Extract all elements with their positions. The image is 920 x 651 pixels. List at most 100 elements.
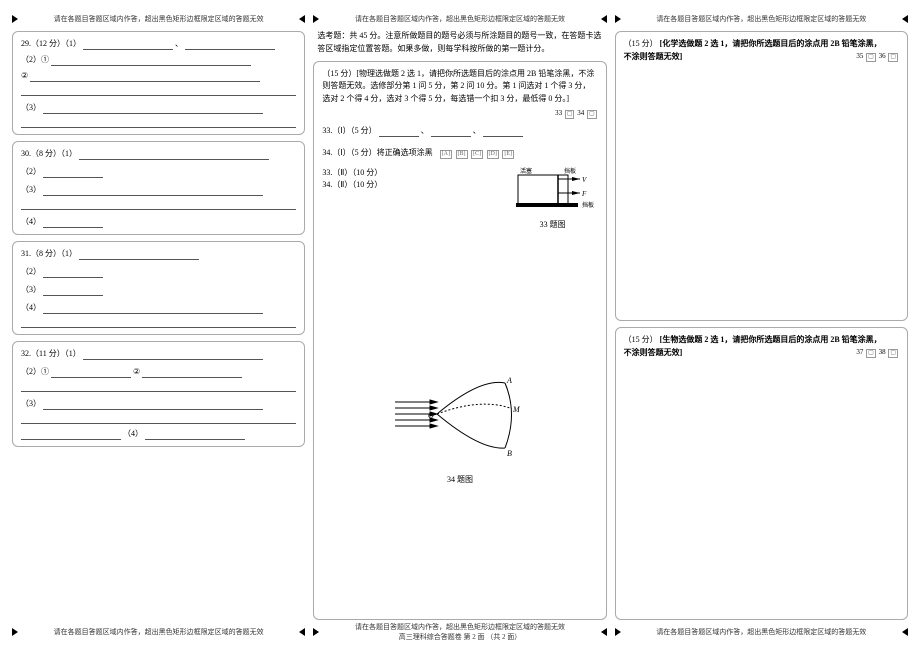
blank xyxy=(30,72,260,82)
q31-3-label: （3） xyxy=(21,285,41,294)
bubble-37[interactable]: ▢ xyxy=(866,349,876,358)
blank-line xyxy=(21,316,296,328)
box-q32: 32.（11 分）（1） （2）① ② （3） （4） xyxy=(12,341,305,447)
label-F: F xyxy=(581,190,587,198)
spacer xyxy=(322,486,597,613)
blank xyxy=(483,127,523,137)
bio-head-b: [生物选做题 2 选 1，请把你所选题目后的涂点用 2B 铅笔涂黑， xyxy=(660,335,882,344)
triangle-left-icon xyxy=(299,628,305,636)
triangle-left-icon xyxy=(601,628,607,636)
warning-top: 请在各题目答题区域内作答，超出黑色矩形边框限定区域的答题无效 xyxy=(615,12,908,26)
q32-2b-label: ② xyxy=(133,367,140,376)
blank xyxy=(21,430,121,440)
triangle-left-icon xyxy=(902,15,908,23)
bubble-36[interactable]: ▢ xyxy=(888,53,898,62)
bubble-34[interactable]: ▢ xyxy=(587,110,597,119)
fig34-label: 34 题图 xyxy=(322,474,597,486)
q33-1-label: 33.（Ⅰ）（5 分） xyxy=(322,126,376,135)
warning-text: 请在各题目答题区域内作答，超出黑色矩形边框限定区域的答题无效 xyxy=(621,14,902,24)
blank xyxy=(43,400,263,410)
triangle-left-icon xyxy=(902,628,908,636)
blank xyxy=(43,304,263,314)
col1-content: 29.（12 分）（1） 、 （2）① ② （3） 30.（8 分） xyxy=(12,28,305,623)
q30-4-label: （4） xyxy=(21,217,41,226)
box-biology: （15 分） [生物选做题 2 选 1，请把你所选题目后的涂点用 2B 铅笔涂黑… xyxy=(615,327,908,620)
warning-text: 请在各题目答题区域内作答，超出黑色矩形边框限定区域的答题无效 xyxy=(319,622,600,632)
blank xyxy=(83,40,173,50)
blank xyxy=(431,127,471,137)
opt-d[interactable]: [D] xyxy=(487,150,499,159)
q31-3: （3） xyxy=(21,284,296,296)
q31-2: （2） xyxy=(21,266,296,278)
q33-1: 33.（Ⅰ）（5 分） 、 、 xyxy=(322,125,597,137)
physics-head-text: （15 分）[物理选做题 2 选 1，请把你所选题目后的涂点用 2B 铅笔涂黑，… xyxy=(322,69,594,104)
opt-c[interactable]: [C] xyxy=(471,150,483,159)
blank xyxy=(43,168,103,178)
q30-2-label: （2） xyxy=(21,167,41,176)
warning-text: 请在各题目答题区域内作答，超出黑色矩形边框限定区域的答题无效 xyxy=(621,627,902,637)
spacer xyxy=(322,231,597,358)
bio-bubbles: 37 ▢ 38 ▢ xyxy=(856,347,899,358)
q32-4: （4） xyxy=(21,428,296,440)
bio-head-c: 不涂则答题无效] xyxy=(624,347,683,359)
label-V: V xyxy=(582,176,587,184)
triangle-left-icon xyxy=(601,15,607,23)
blank xyxy=(43,218,103,228)
q32-1: 32.（11 分）（1） xyxy=(21,348,296,360)
blank xyxy=(43,104,263,114)
q31-1: 31.（8 分）（1） xyxy=(21,248,296,260)
q31-2-label: （2） xyxy=(21,267,41,276)
physics-bubbles: 33 ▢ 34 ▢ xyxy=(322,108,597,119)
physics-instruction: （15 分）[物理选做题 2 选 1，请把你所选题目后的涂点用 2B 铅笔涂黑，… xyxy=(322,68,597,106)
bubble-35-label: 35 xyxy=(856,52,863,60)
triangle-left-icon xyxy=(299,15,305,23)
footer-wrap: 请在各题目答题区域内作答，超出黑色矩形边框限定区域的答题无效 高三理科综合答题卷… xyxy=(319,622,600,642)
opt-b[interactable]: [B] xyxy=(456,150,468,159)
blank xyxy=(185,40,275,50)
q29-1: 29.（12 分）（1） 、 xyxy=(21,38,296,50)
label-O: O xyxy=(428,411,434,420)
warning-text: 请在各题目答题区域内作答，超出黑色矩形边框限定区域的答题无效 xyxy=(18,627,299,637)
chem-head-c: 不涂则答题无效] xyxy=(624,51,683,63)
q32-4-label: （4） xyxy=(123,429,143,438)
opt-e[interactable]: [E] xyxy=(502,150,514,159)
q30-3: （3） xyxy=(21,184,296,196)
bubble-36-label: 36 xyxy=(879,52,886,60)
box-q29: 29.（12 分）（1） 、 （2）① ② （3） xyxy=(12,31,305,135)
box-physics: （15 分）[物理选做题 2 选 1，请把你所选题目后的涂点用 2B 铅笔涂黑，… xyxy=(313,61,606,620)
column-3: 请在各题目答题区域内作答，超出黑色矩形边框限定区域的答题无效 （15 分） [化… xyxy=(611,10,912,641)
chem-head-a: （15 分） xyxy=(624,39,658,48)
warning-text: 请在各题目答题区域内作答，超出黑色矩形边框限定区域的答题无效 xyxy=(319,14,600,24)
q32-3-label: （3） xyxy=(21,399,41,408)
q29-3-label: （3） xyxy=(21,103,41,112)
q33-2-label: 33.（Ⅱ）（10 分） xyxy=(322,167,507,179)
bio-row2: 不涂则答题无效] 37 ▢ 38 ▢ xyxy=(624,347,899,359)
bubble-35[interactable]: ▢ xyxy=(866,53,876,62)
blank xyxy=(142,368,242,378)
q30-4: （4） xyxy=(21,216,296,228)
blank xyxy=(79,150,269,160)
q30-1: 30.（8 分）（1） xyxy=(21,148,296,160)
bubble-33[interactable]: ▢ xyxy=(565,110,575,119)
blank-line xyxy=(21,380,296,392)
bio-head-a: （15 分） xyxy=(624,335,658,344)
q29-2-1: （2）① xyxy=(21,54,296,66)
blank-line xyxy=(21,198,296,210)
label-weight: 挡板 xyxy=(564,167,576,175)
option-group: [A] [B] [C] [D] [E] xyxy=(439,151,515,157)
bubble-38-label: 38 xyxy=(879,348,886,356)
bubble-38[interactable]: ▢ xyxy=(888,349,898,358)
chem-bubbles: 35 ▢ 36 ▢ xyxy=(856,51,899,62)
q31-4: （4） xyxy=(21,302,296,314)
q29-2b-label: ② xyxy=(21,71,28,80)
fig34-wrap: A M B O 34 题图 xyxy=(322,368,597,486)
q34-1-label: 34.（Ⅰ）（5 分）将正确选项涂黑 xyxy=(322,148,432,157)
q33-2-text: 33.（Ⅱ）（10 分） 34.（Ⅱ）（10 分） xyxy=(322,167,507,191)
q31-4-label: （4） xyxy=(21,303,41,312)
label-spring: 挡板 xyxy=(582,201,594,209)
fig34-svg: A M B O xyxy=(390,368,530,468)
opt-a[interactable]: [A] xyxy=(440,150,452,159)
bubble-34-label: 34 xyxy=(577,109,584,117)
comma: 、 xyxy=(421,126,429,135)
warning-bottom: 请在各题目答题区域内作答，超出黑色矩形边框限定区域的答题无效 xyxy=(615,625,908,639)
